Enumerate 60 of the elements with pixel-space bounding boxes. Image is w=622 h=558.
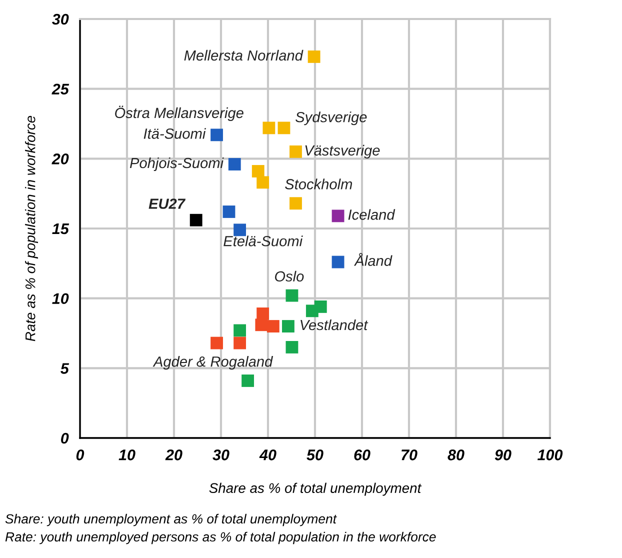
point <box>332 210 344 222</box>
y-tick-label: 30 <box>52 14 69 25</box>
annotation: Mellersta Norrland <box>184 50 304 61</box>
point <box>262 122 276 134</box>
point <box>255 318 268 332</box>
x-tick-label: 30 <box>212 450 230 460</box>
x-tick-label: 20 <box>165 450 182 460</box>
point <box>234 224 246 236</box>
y-tick-label: 25 <box>52 84 70 95</box>
annotation: Västsverige <box>305 144 380 158</box>
x-tick-label: 50 <box>306 450 324 460</box>
text: Rate: youth unemployed persons as % of total population in the workforce <box>5 532 436 544</box>
x-tick-label: 100 <box>538 450 563 460</box>
annotation: Agder & Rogaland <box>152 356 274 370</box>
x-tick-label: 90 <box>494 450 512 460</box>
annotation: Itä-Suomi <box>144 128 206 139</box>
point <box>210 128 223 142</box>
point <box>222 206 236 218</box>
y-axis-title: Rate as % of population in workforce <box>25 116 38 342</box>
x-tick-label: 80 <box>448 450 464 460</box>
annotation: Stockholm <box>285 178 352 190</box>
annotation: Östra Mellansverige <box>115 106 244 121</box>
point <box>290 197 302 210</box>
point <box>286 341 298 354</box>
point <box>266 320 280 332</box>
x-tick-label: 10 <box>118 450 136 460</box>
point <box>308 50 320 63</box>
point <box>278 122 290 134</box>
annotation: Oslo <box>274 270 304 282</box>
y-tick-label: 20 <box>52 154 69 164</box>
point <box>242 374 254 387</box>
point <box>234 324 246 337</box>
annotation: Åland <box>354 253 392 266</box>
x-axis-title: Share as % of total unemployment <box>209 482 422 496</box>
x-tick-label: 40 <box>259 450 276 460</box>
annotation: EU27 <box>148 198 186 209</box>
point <box>290 145 302 158</box>
point <box>286 289 298 302</box>
point <box>210 336 223 350</box>
x-tick-label: 60 <box>354 450 370 460</box>
point <box>332 256 344 268</box>
y-tick-label: 0 <box>61 432 69 444</box>
point <box>228 158 241 170</box>
annotation: Vestlandet <box>300 319 368 330</box>
text: Share: youth unemployment as % of total unemployment <box>5 514 337 526</box>
x-tick-label: 70 <box>402 450 418 460</box>
y-tick-label: 5 <box>60 363 70 374</box>
point <box>314 300 327 313</box>
point <box>282 320 294 332</box>
annotation: Pohjois-Suomi <box>130 157 224 172</box>
point <box>252 165 264 178</box>
point <box>256 176 270 189</box>
point <box>234 336 246 350</box>
point <box>190 214 202 226</box>
y-tick-label: 15 <box>52 224 70 234</box>
x-tick-label: 0 <box>76 450 84 460</box>
annotation: Iceland <box>348 209 396 220</box>
annotation: Etelä-Suomi <box>224 236 303 246</box>
annotation: Sydsverige <box>296 112 367 126</box>
y-tick-label: 10 <box>52 293 69 304</box>
